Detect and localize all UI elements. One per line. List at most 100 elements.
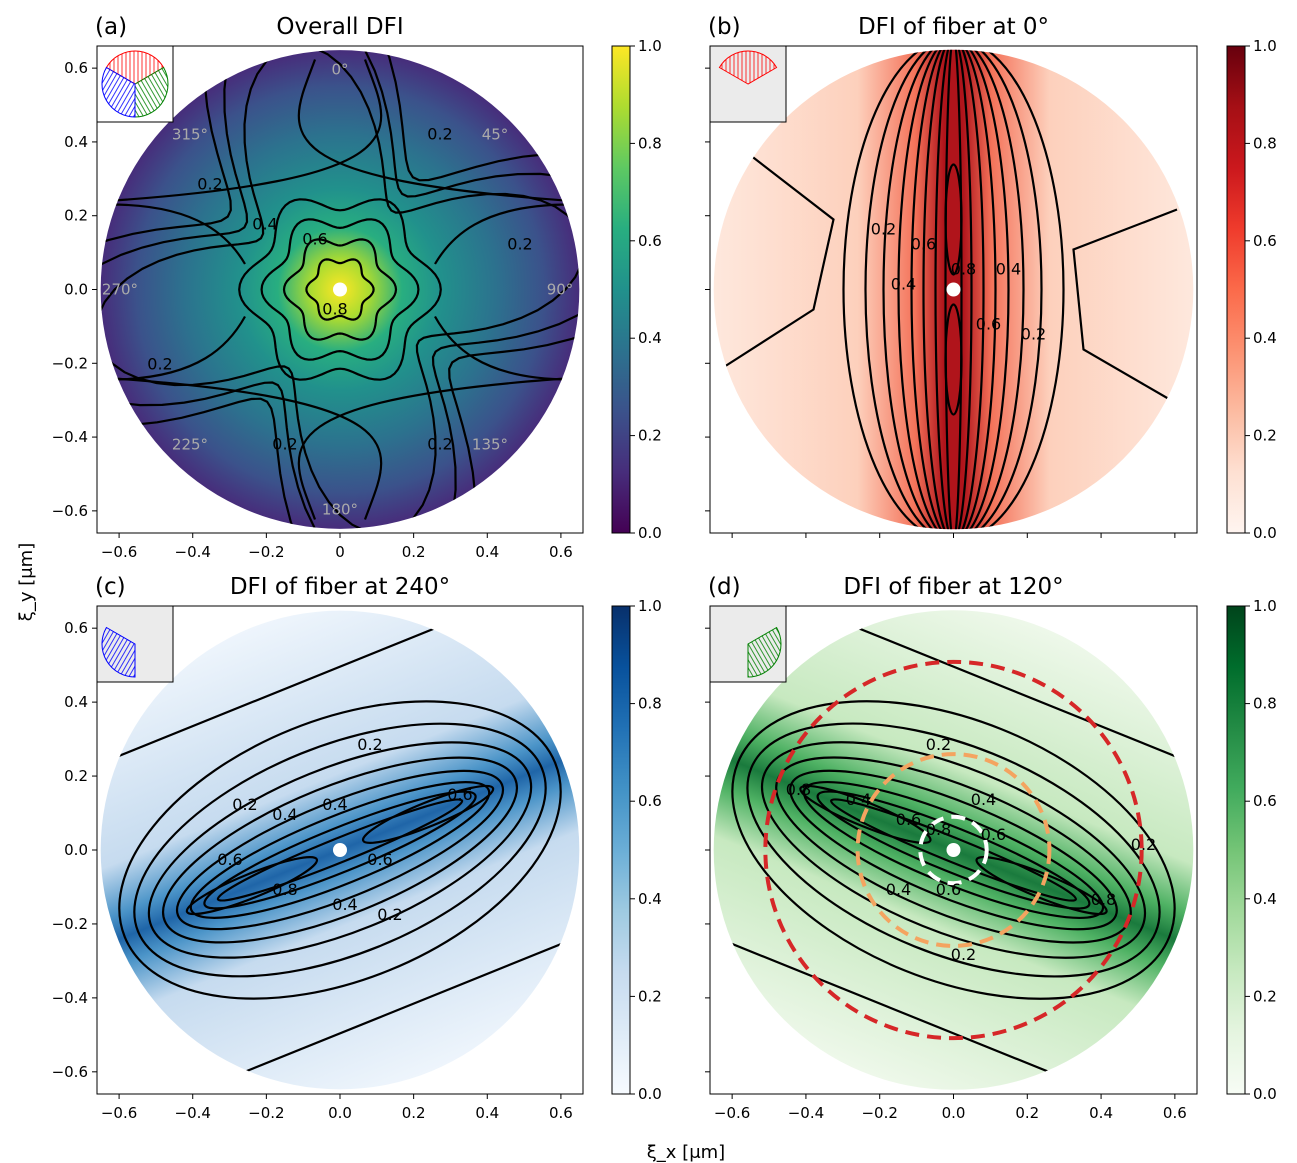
- contour-label: 0.8: [272, 880, 297, 899]
- contour-line: [434, 203, 571, 265]
- contour-line: [100, 376, 383, 520]
- contour-line: [799, 784, 932, 844]
- center-marker: [946, 282, 961, 297]
- colorbar-tick-label: 0.0: [1253, 524, 1277, 542]
- y-tick-label: 0.0: [64, 281, 88, 299]
- colorbar: [1226, 45, 1246, 534]
- contour-line: [100, 59, 383, 203]
- y-tick-label: 0.2: [64, 207, 88, 225]
- contour-line: [882, 49, 1025, 530]
- x-tick-label: −0.6: [101, 543, 137, 561]
- colorbar-tick-label: 1.0: [1253, 37, 1277, 55]
- panel-label: (b): [708, 14, 741, 40]
- colorbar-tick-label: 0.2: [638, 427, 662, 445]
- panel-d: 0.4 0.2 0.8 0.6 0.4 0.8 0.6 0.2 0.4 0.6 0.8 0.2 DFI …: [705, 574, 1277, 1122]
- contour-label: 0.4: [886, 880, 911, 899]
- x-tick-label: −0.2: [248, 543, 284, 561]
- panel-label: (a): [95, 14, 127, 40]
- fiber-0-sector: [105, 50, 165, 85]
- contour-line: [100, 50, 580, 529]
- contour-label: 0.4: [272, 805, 297, 824]
- center-marker: [333, 282, 347, 297]
- colorbar: [1226, 605, 1246, 1095]
- contour-label: 0.6: [302, 230, 327, 249]
- contour-line: [185, 856, 319, 916]
- panel-b: 0.2 0.6 0.8 0.4 0.4 0.6 0.2 DFI of fiber at 0° (…: [705, 14, 1277, 542]
- contour-label: 0.4: [252, 215, 277, 234]
- fiber-240-sector: [101, 66, 136, 118]
- y-tick-label: 0.4: [64, 693, 88, 711]
- contour-line: [934, 49, 973, 530]
- contour-label: 0.2: [357, 735, 382, 754]
- x-tick-label: 0.4: [475, 543, 499, 561]
- contour-line: [297, 59, 580, 203]
- contour-label: 0.8: [926, 820, 951, 839]
- colorbar-tick-label: 0.4: [638, 329, 662, 347]
- dashed-circle: [855, 752, 1052, 948]
- colorbar-tick-label: 1.0: [1253, 597, 1277, 615]
- contour-line: [842, 49, 1065, 530]
- contour-label: 0.6: [911, 235, 936, 254]
- angle-label: 0°: [331, 61, 348, 79]
- colorbar-tick-label: 0.6: [638, 232, 662, 250]
- x-tick-label: −0.2: [248, 1104, 284, 1122]
- colorbar-tick-label: 0.8: [638, 695, 662, 713]
- contour-line: [181, 916, 580, 1090]
- colorbar-tick-label: 0.0: [638, 1085, 662, 1103]
- contour-line: [944, 303, 963, 416]
- x-tick-label: 0: [335, 543, 345, 561]
- contour-line: [864, 49, 1043, 530]
- contour-line: [434, 315, 571, 381]
- contour-line: [794, 610, 1194, 784]
- x-tick-label: 0.6: [549, 1104, 573, 1122]
- fiber-120-sector: [134, 66, 169, 118]
- contour-label: 0.6: [367, 850, 392, 869]
- dashed-circle: [763, 659, 1144, 1041]
- contour-line: [238, 198, 442, 381]
- panel-label: (c): [95, 574, 126, 600]
- x-tick-label: 0.0: [328, 1104, 352, 1122]
- contour-line: [161, 756, 519, 944]
- colorbar-tick-label: 1.0: [638, 597, 662, 615]
- contour-label: 0.4: [846, 790, 871, 809]
- contour-group: [100, 610, 580, 1090]
- contour-label: 0.2: [1131, 835, 1156, 854]
- x-tick-label: −0.4: [788, 1104, 824, 1122]
- fiber-0-sector: [718, 50, 778, 85]
- colorbar-tick-label: 0.6: [1253, 232, 1277, 250]
- contour-line: [897, 49, 1010, 530]
- contour-line: [816, 790, 1091, 910]
- contour-label: 0.8: [786, 780, 811, 799]
- panel-a: 0.2 0.2 0.2 0.2 0.2 0.2 0.4 0.6 0.8 0° 45° 90° 135° 1…: [52, 14, 662, 561]
- contour-label: 0.4: [332, 895, 357, 914]
- angle-label: 135°: [472, 436, 508, 454]
- panels: 0.2 0.2 0.2 0.2 0.2 0.2 0.4 0.6 0.8 0° 45° 90° 135° 1…: [52, 14, 1277, 1122]
- contour-lines: [100, 50, 580, 529]
- panel-title: DFI of fiber at 0°: [858, 14, 1049, 40]
- contour-label: 0.2: [871, 220, 896, 239]
- contour-line: [189, 781, 491, 919]
- contour-line: [175, 769, 505, 931]
- colorbar-tick-label: 0.2: [1253, 987, 1277, 1005]
- contour-line: [109, 315, 246, 381]
- contour-label: 0.2: [951, 945, 976, 964]
- colorbar-tick-label: 0.4: [1253, 890, 1277, 908]
- contour-label: 0.6: [447, 785, 472, 804]
- y-tick-label: −0.6: [52, 1063, 88, 1081]
- angle-label: 90°: [547, 281, 574, 299]
- contour-label: 0.8: [1091, 890, 1116, 909]
- center-marker: [333, 843, 347, 857]
- contour-line: [760, 741, 1147, 959]
- colorbar-tick-label: 0.2: [1253, 427, 1277, 445]
- colorbar-tick-label: 0.4: [1253, 329, 1277, 347]
- contour-line: [830, 798, 1077, 902]
- contour-label: 0.2: [377, 905, 402, 924]
- contour-lines: [719, 49, 1188, 530]
- contour-label: 0.2: [1021, 325, 1046, 344]
- contour-label: 0.8: [951, 260, 976, 279]
- x-tick-label: 0.6: [549, 543, 573, 561]
- colorbar-tick-label: 0.6: [638, 792, 662, 810]
- contour-label: 0.4: [996, 260, 1021, 279]
- angle-label: 180°: [322, 501, 358, 519]
- contour-label: 0.6: [217, 850, 242, 869]
